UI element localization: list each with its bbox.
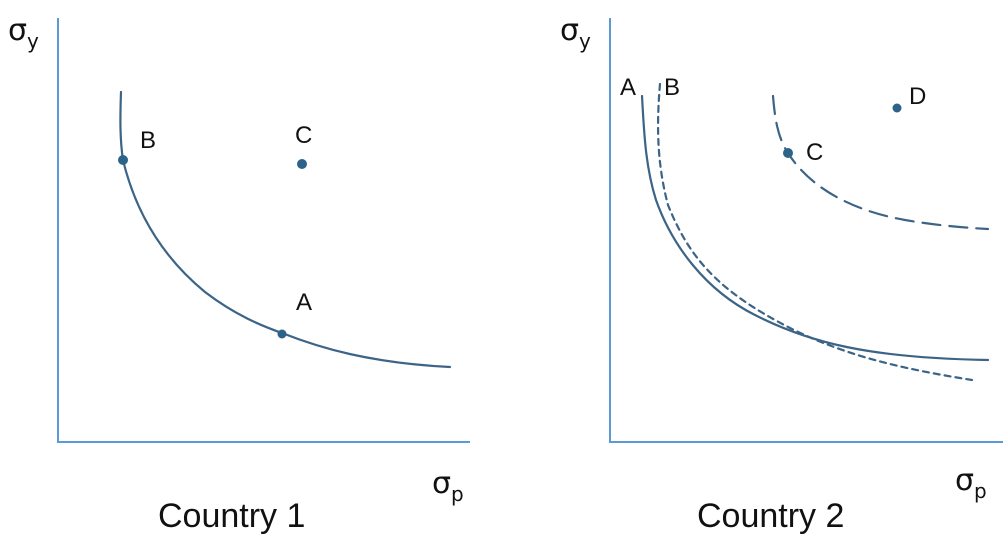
panel1-y-axis-label: σy — [8, 13, 39, 53]
panel2-label-curve-a: A — [620, 74, 636, 101]
panel1-curve — [119, 90, 452, 369]
panel2-label-curve-b: B — [664, 74, 680, 101]
panel2-y-axis-label: σy — [560, 13, 591, 53]
panel1-label-b: B — [140, 127, 156, 154]
panel2-point-c — [783, 148, 793, 158]
panel2-curve-upper — [771, 94, 990, 231]
panel2-caption: Country 2 — [697, 497, 844, 535]
panel-country-2: σy σp A B C D Country 2 — [560, 13, 1003, 535]
panel2-point-d — [892, 103, 902, 113]
panel1-point-a — [277, 329, 287, 339]
panel2-curve-a — [640, 94, 990, 362]
panel1-point-b — [118, 155, 128, 165]
panel2-curve-b — [656, 82, 974, 382]
panel1-caption: Country 1 — [158, 497, 305, 535]
panel2-axes — [609, 18, 1003, 443]
panel-country-1: σy σp B C A Country 1 — [8, 13, 470, 535]
panel1-x-axis-label: σp — [432, 466, 464, 506]
panel1-label-c: C — [295, 122, 312, 149]
panel1-point-c — [297, 159, 307, 169]
panel2-label-d: D — [909, 83, 926, 110]
panel1-label-a: A — [296, 289, 312, 316]
panel2-label-c: C — [806, 139, 823, 166]
panel1-axes — [57, 18, 470, 443]
panel2-x-axis-label: σp — [955, 463, 987, 503]
